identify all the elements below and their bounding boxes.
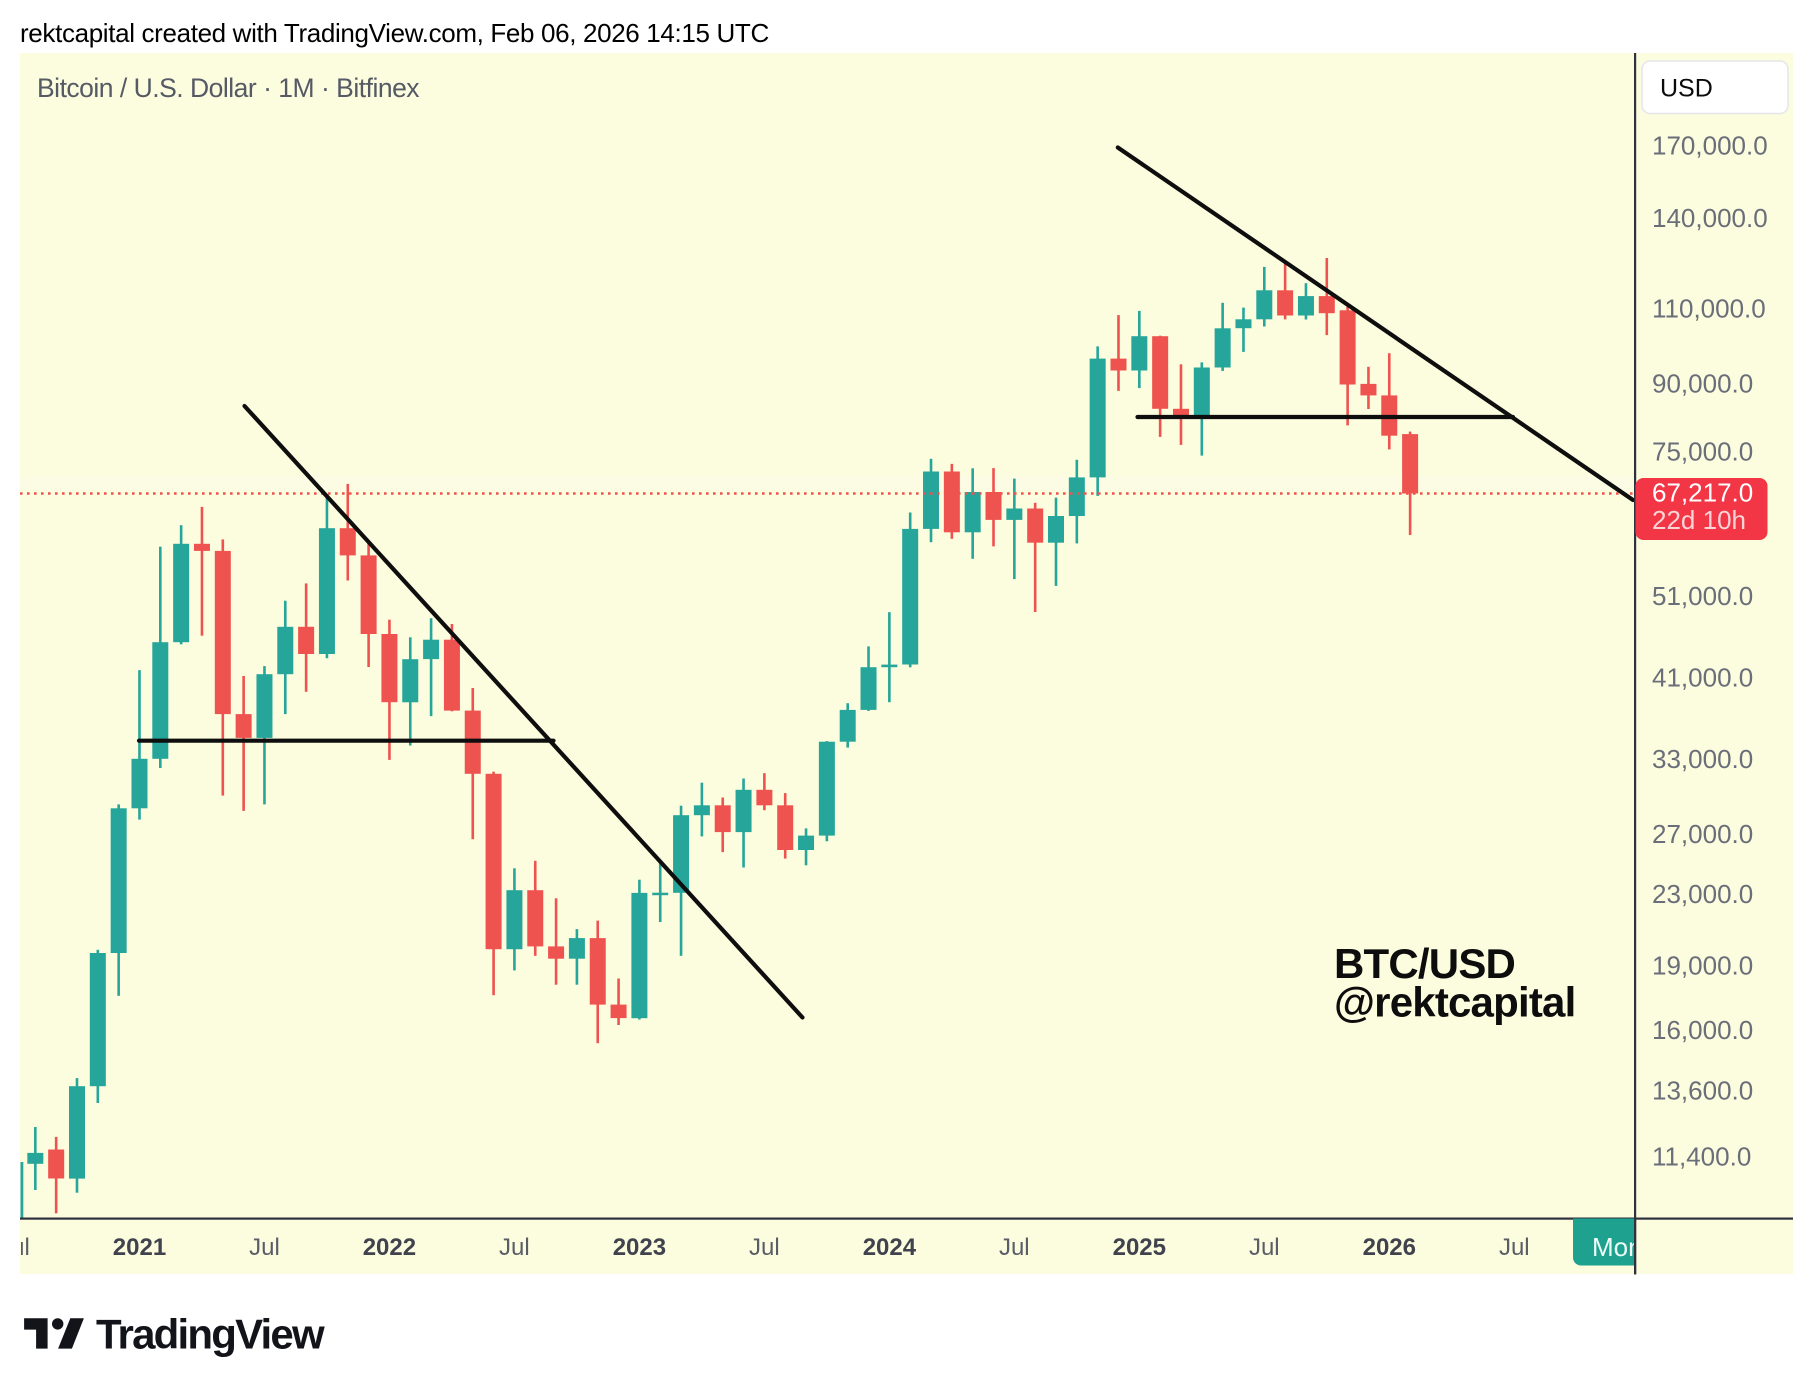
- svg-text:27,000.0: 27,000.0: [1652, 819, 1753, 849]
- svg-text:90,000.0: 90,000.0: [1652, 369, 1753, 399]
- svg-text:@rektcapital: @rektcapital: [1334, 979, 1575, 1026]
- svg-text:Jul: Jul: [749, 1234, 780, 1261]
- svg-text:170,000.0: 170,000.0: [1652, 131, 1768, 161]
- svg-text:11,400.0: 11,400.0: [1652, 1142, 1751, 1172]
- svg-text:75,000.0: 75,000.0: [1652, 437, 1753, 467]
- svg-text:140,000.0: 140,000.0: [1652, 203, 1768, 233]
- svg-text:Jul: Jul: [249, 1234, 280, 1261]
- svg-text:110,000.0: 110,000.0: [1652, 293, 1766, 323]
- svg-text:Bitcoin / U.S. Dollar · 1M · B: Bitcoin / U.S. Dollar · 1M · Bitfinex: [37, 73, 419, 103]
- svg-text:2023: 2023: [613, 1234, 666, 1261]
- svg-text:19,000.0: 19,000.0: [1652, 951, 1753, 981]
- svg-text:41,000.0: 41,000.0: [1652, 663, 1753, 693]
- svg-text:Mon: Mon: [1592, 1232, 1643, 1262]
- svg-text:33,000.0: 33,000.0: [1652, 744, 1753, 774]
- svg-text:2021: 2021: [113, 1234, 166, 1261]
- svg-text:Jul: Jul: [499, 1234, 530, 1261]
- svg-text:13,600.0: 13,600.0: [1652, 1076, 1753, 1106]
- svg-text:BTC/USD: BTC/USD: [1334, 940, 1515, 987]
- svg-text:2025: 2025: [1113, 1234, 1166, 1261]
- svg-text:22d 10h: 22d 10h: [1652, 505, 1746, 535]
- svg-text:Jul: Jul: [1249, 1234, 1280, 1261]
- svg-text:23,000.0: 23,000.0: [1652, 879, 1753, 909]
- svg-text:USD: USD: [1660, 75, 1713, 103]
- svg-text:Jul: Jul: [0, 1234, 30, 1261]
- svg-text:2024: 2024: [863, 1234, 917, 1261]
- svg-text:Jul: Jul: [999, 1234, 1030, 1261]
- svg-text:51,000.0: 51,000.0: [1652, 581, 1753, 611]
- svg-text:16,000.0: 16,000.0: [1652, 1015, 1753, 1045]
- svg-text:TradingView: TradingView: [96, 1311, 325, 1358]
- svg-text:Jul: Jul: [1499, 1234, 1530, 1261]
- svg-text:2022: 2022: [363, 1234, 416, 1261]
- svg-text:2026: 2026: [1363, 1234, 1416, 1261]
- svg-text:67,217.0: 67,217.0: [1652, 478, 1753, 508]
